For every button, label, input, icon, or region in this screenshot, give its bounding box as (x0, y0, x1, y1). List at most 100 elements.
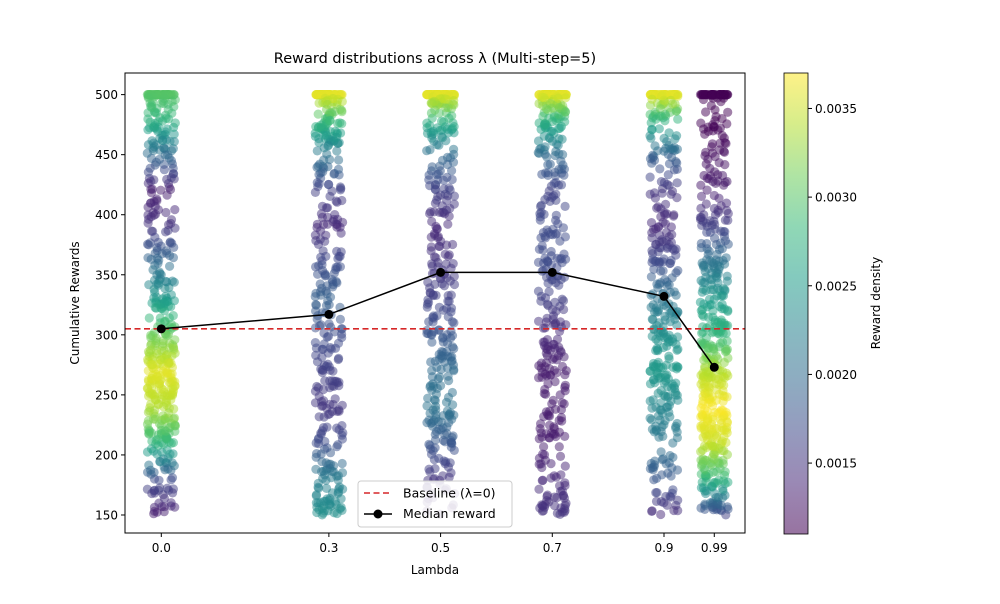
scatter-point (561, 93, 571, 103)
scatter-point (335, 504, 345, 514)
scatter-point (312, 357, 323, 367)
legend: Baseline (λ=0) Median reward (357, 480, 513, 528)
scatter-point (170, 205, 180, 215)
scatter-point (151, 157, 161, 167)
scatter-point (667, 144, 677, 154)
scatter-point (150, 209, 161, 219)
scatter-point (337, 195, 347, 206)
median-point (436, 267, 446, 277)
scatter-point (170, 502, 180, 512)
median-point (709, 362, 719, 372)
scatter-point (338, 217, 348, 227)
scatter-point (713, 492, 724, 502)
scatter-point (722, 392, 732, 402)
median-line (161, 271, 715, 368)
scatter-point (721, 90, 731, 100)
scatter-point (320, 236, 330, 246)
scatter-point (663, 382, 673, 392)
scatter-point (721, 253, 731, 263)
scatter-point (441, 103, 451, 113)
scatter-point (670, 134, 680, 144)
scatter-point (672, 178, 682, 188)
scatter-point (722, 276, 733, 286)
scatter-point (163, 105, 173, 115)
y-tick-label: 200 (95, 448, 118, 462)
scatter-point (448, 239, 458, 250)
scatter-point (647, 415, 657, 425)
scatter-point (721, 328, 731, 338)
scatter-point (155, 483, 165, 493)
scatter-point (550, 297, 560, 307)
scatter-point (719, 147, 730, 157)
scatter-point (535, 212, 545, 222)
scatter-point (146, 465, 156, 475)
scatter-point (664, 128, 674, 138)
scatter-point (669, 505, 679, 516)
scatter-point (432, 140, 442, 150)
scatter-point (712, 273, 722, 283)
scatter-point (673, 266, 683, 276)
scatter-point (445, 203, 455, 213)
scatter-point (718, 291, 729, 301)
scatter-point (314, 179, 324, 189)
scatter-point (711, 178, 721, 188)
scatter-point (651, 488, 661, 498)
scatter-point (658, 266, 668, 276)
scatter-point (673, 114, 683, 124)
scatter-point (533, 148, 543, 158)
scatter-point (425, 288, 435, 298)
scatter-point (321, 496, 331, 506)
scatter-point (706, 91, 716, 101)
scatter-point (560, 461, 570, 471)
scatter-point (157, 135, 168, 145)
scatter-point (143, 218, 153, 228)
colorbar-label: Reward density (869, 257, 883, 350)
scatter-point (554, 149, 564, 159)
scatter-point (658, 91, 668, 101)
scatter-point (446, 437, 456, 448)
scatter-point (662, 341, 672, 351)
scatter-point (672, 345, 682, 355)
scatter-point (534, 316, 544, 326)
scatter-point (668, 452, 678, 462)
scatter-point (665, 308, 675, 318)
scatter-point (656, 212, 666, 222)
scatter-point (435, 241, 445, 251)
scatter-point (143, 93, 153, 103)
scatter-point (332, 146, 342, 156)
scatter-point (322, 99, 332, 110)
scatter-point (334, 155, 344, 165)
scatter-point (440, 430, 450, 440)
scatter-point (542, 152, 552, 162)
scatter-point (657, 408, 668, 418)
scatter-point (673, 395, 683, 405)
scatter-point (666, 396, 676, 406)
scatter-point (540, 362, 550, 372)
scatter-point (702, 406, 712, 416)
scatter-point (537, 500, 547, 510)
x-axis-label: Lambda (411, 563, 459, 577)
scatter-point (162, 367, 172, 377)
scatter-point (333, 338, 344, 348)
scatter-point (161, 246, 171, 256)
scatter-point (540, 293, 551, 303)
scatter-point (539, 412, 549, 422)
scatter-point (336, 247, 346, 257)
scatter-point (433, 374, 443, 384)
scatter-point (322, 422, 332, 432)
scatter-point (553, 93, 563, 103)
legend-median-marker (373, 509, 383, 519)
scatter-point (696, 180, 706, 190)
x-tick-label: 0.99 (701, 541, 728, 555)
scatter-point (666, 471, 676, 481)
scatter-point (710, 210, 721, 220)
scatter-point (656, 204, 666, 214)
scatter-point (722, 176, 732, 187)
scatter-point (541, 389, 551, 399)
scatter-point (431, 221, 441, 232)
scatter-point (449, 279, 460, 290)
scatter-point (549, 422, 559, 432)
scatter-point (534, 434, 544, 444)
scatter-point (543, 257, 553, 267)
scatter-point (561, 366, 571, 376)
